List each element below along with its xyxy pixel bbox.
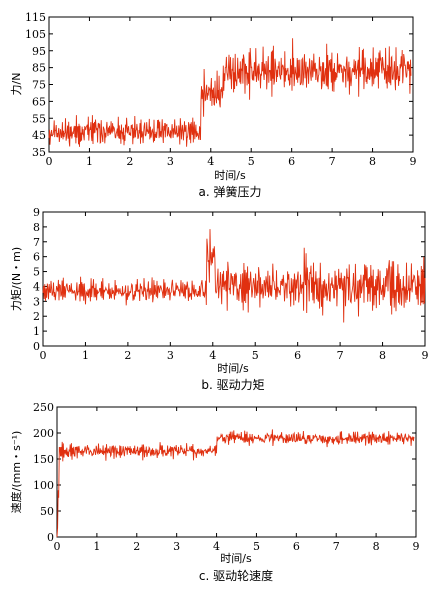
x-ticks: 0 1 2 3 4 5 6 7 8 9 (46, 17, 417, 168)
y-tick-label: 100 (33, 479, 54, 492)
y-tick-label: 75 (32, 79, 46, 92)
y-tick-label: 85 (32, 62, 46, 75)
x-tick-label: 3 (167, 155, 174, 168)
x-tick-label: 1 (82, 349, 89, 362)
y-tick-label: 4 (33, 280, 40, 293)
x-tick-label: 6 (294, 349, 301, 362)
x-tick-label: 0 (40, 349, 47, 362)
chart-caption: b. 驱动力矩 (201, 378, 264, 392)
y-tick-label: 150 (33, 453, 54, 466)
series-line (56, 429, 415, 538)
x-tick-label: 5 (252, 349, 259, 362)
x-tick-label: 8 (373, 540, 380, 553)
x-tick-label: 1 (93, 540, 100, 553)
x-tick-label: 9 (422, 349, 429, 362)
x-tick-label: 7 (333, 540, 340, 553)
y-axis-label: 力矩/(N・m) (10, 247, 23, 311)
y-tick-label: 65 (32, 95, 46, 108)
x-tick-label: 0 (46, 155, 53, 168)
plot-frame (56, 406, 417, 538)
x-ticks: 0 1 2 3 4 5 6 7 8 9 (54, 407, 420, 553)
y-tick-label: 3 (33, 295, 40, 308)
x-tick-label: 9 (410, 155, 417, 168)
x-axis-label: 时间/s (217, 362, 249, 375)
y-tick-label: 45 (32, 129, 46, 142)
x-tick-label: 7 (329, 155, 336, 168)
x-tick-label: 7 (337, 349, 344, 362)
y-tick-label: 50 (40, 505, 54, 518)
x-tick-label: 9 (413, 540, 420, 553)
y-tick-label: 7 (33, 236, 40, 249)
y-tick-label: 0 (33, 340, 40, 353)
y-tick-label: 95 (32, 45, 46, 58)
x-tick-label: 4 (213, 540, 220, 553)
y-tick-label: 6 (33, 251, 40, 264)
x-ticks: 0 1 2 3 4 5 6 7 8 9 (40, 212, 429, 362)
y-tick-label: 8 (33, 221, 40, 234)
x-tick-label: 4 (207, 155, 214, 168)
chart-caption: a. 弹簧压力 (199, 184, 262, 199)
y-ticks: 35 45 55 65 75 85 95 105 115 (25, 11, 413, 159)
x-tick-label: 4 (209, 349, 216, 362)
x-tick-label: 2 (133, 540, 140, 553)
x-tick-label: 8 (369, 155, 376, 168)
x-axis-label: 时间/s (214, 169, 246, 182)
x-tick-label: 8 (379, 349, 386, 362)
y-ticks: 0 50 100 150 200 250 (33, 401, 416, 544)
y-tick-label: 35 (32, 146, 46, 159)
y-tick-label: 55 (32, 112, 46, 125)
x-tick-label: 2 (124, 349, 131, 362)
y-axis-label: 力/N (10, 73, 23, 96)
chart-drive-wheel-speed: 0 50 100 150 200 250 0 1 2 3 4 5 6 7 8 9 速度/(mm・s⁻¹) 时… (9, 401, 420, 583)
y-tick-label: 200 (33, 427, 54, 440)
y-tick-label: 115 (25, 11, 46, 24)
y-axis-label: 速度/(mm・s⁻¹) (9, 431, 23, 514)
x-axis-label: 时间/s (220, 552, 252, 565)
chart-caption: c. 驱动轮速度 (199, 568, 273, 583)
x-tick-label: 6 (293, 540, 300, 553)
y-tick-label: 5 (33, 266, 40, 279)
x-tick-label: 2 (126, 155, 133, 168)
y-ticks: 0 1 2 3 45 6 7 8 9 (33, 206, 425, 353)
x-tick-label: 5 (253, 540, 260, 553)
y-tick-label: 2 (33, 310, 40, 323)
x-tick-label: 0 (54, 540, 61, 553)
x-tick-label: 3 (173, 540, 180, 553)
x-tick-label: 5 (248, 155, 255, 168)
y-tick-label: 250 (33, 401, 54, 414)
x-tick-label: 6 (288, 155, 295, 168)
x-tick-label: 3 (167, 349, 174, 362)
y-tick-label: 9 (33, 206, 40, 219)
y-tick-label: 105 (25, 28, 46, 41)
x-tick-label: 1 (86, 155, 93, 168)
y-tick-label: 0 (47, 531, 54, 544)
series-line (42, 229, 426, 323)
y-tick-label: 1 (33, 325, 40, 338)
series-line (48, 38, 412, 147)
